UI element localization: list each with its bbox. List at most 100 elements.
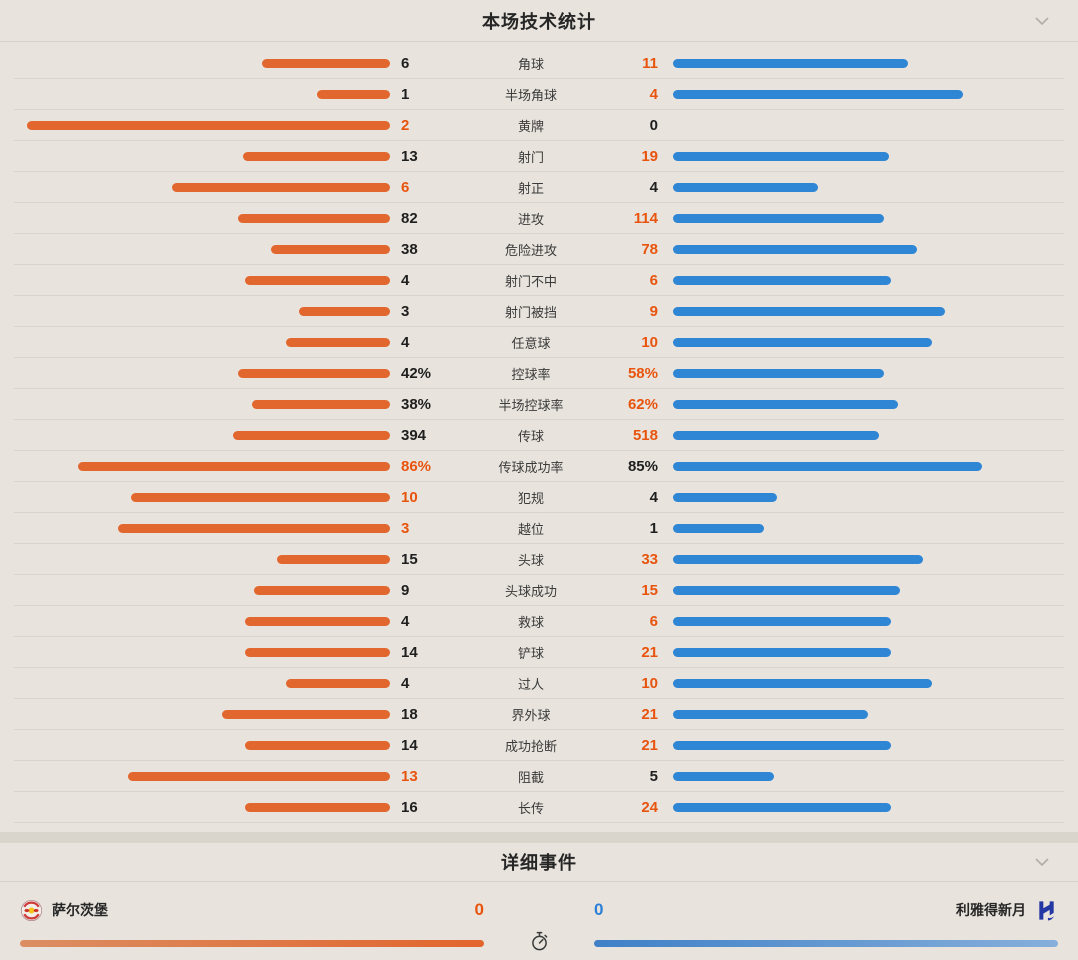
away-bar bbox=[673, 338, 933, 347]
stat-label: 射门不中 bbox=[504, 274, 557, 289]
away-team-logo bbox=[1035, 899, 1058, 922]
stopwatch-wrap bbox=[484, 930, 594, 957]
home-value: 394 bbox=[401, 427, 427, 444]
home-bar bbox=[27, 121, 390, 130]
stats-rows: 6 角球 11 1 半场角球 4 2 黄牌 0 13 射门 19 6 射正 4 82 进攻 114 38 危险进攻 78… bbox=[0, 42, 1078, 832]
home-value: 18 bbox=[401, 706, 418, 723]
stat-label: 过人 bbox=[517, 677, 544, 692]
home-bar-area bbox=[27, 617, 390, 626]
home-bar-area bbox=[27, 493, 390, 502]
home-value: 2 bbox=[401, 117, 410, 134]
home-value: 42% bbox=[401, 365, 432, 382]
away-bar-area bbox=[673, 462, 1036, 471]
home-bar-area bbox=[27, 803, 390, 812]
home-bar bbox=[253, 586, 390, 595]
stat-row: 2 黄牌 0 bbox=[0, 110, 1078, 141]
stopwatch-icon bbox=[529, 930, 550, 957]
stat-label: 危险进攻 bbox=[504, 243, 557, 258]
away-bar-area bbox=[673, 586, 1036, 595]
home-bar bbox=[172, 183, 390, 192]
stat-label: 控球率 bbox=[511, 367, 551, 382]
away-bar bbox=[673, 276, 891, 285]
away-value: 19 bbox=[641, 148, 658, 165]
home-bar bbox=[117, 524, 390, 533]
home-team-name: 萨尔茨堡 bbox=[52, 902, 108, 918]
stats-panel-header: 本场技术统计 bbox=[0, 0, 1078, 42]
stat-label: 救球 bbox=[517, 615, 544, 630]
home-bar-area bbox=[27, 586, 390, 595]
home-bar bbox=[271, 245, 390, 254]
away-value: 518 bbox=[632, 427, 658, 444]
home-value: 3 bbox=[401, 520, 410, 537]
away-bar bbox=[673, 648, 891, 657]
away-bar-area bbox=[673, 152, 1036, 161]
stat-row: 394 传球 518 bbox=[0, 420, 1078, 451]
home-bar bbox=[244, 803, 390, 812]
away-value: 33 bbox=[641, 551, 658, 568]
home-bar-area bbox=[27, 214, 390, 223]
stat-row: 6 角球 11 bbox=[0, 48, 1078, 79]
stat-label: 传球成功率 bbox=[498, 460, 564, 475]
away-value: 11 bbox=[642, 55, 658, 72]
away-bar-area bbox=[673, 431, 1036, 440]
away-value: 85% bbox=[627, 458, 658, 475]
home-bar bbox=[276, 555, 390, 564]
stat-row: 9 头球成功 15 bbox=[0, 575, 1078, 606]
timeline-row bbox=[0, 930, 1078, 957]
home-value: 4 bbox=[401, 675, 410, 692]
home-bar-area bbox=[27, 152, 390, 161]
home-bar-area bbox=[27, 462, 390, 471]
home-value: 13 bbox=[401, 768, 418, 785]
stat-row: 4 过人 10 bbox=[0, 668, 1078, 699]
away-value: 24 bbox=[641, 799, 658, 816]
stat-row: 42% 控球率 58% bbox=[0, 358, 1078, 389]
away-value: 6 bbox=[649, 613, 658, 630]
home-bar-area bbox=[27, 710, 390, 719]
away-value: 78 bbox=[641, 241, 658, 258]
away-team-name: 利雅得新月 bbox=[956, 902, 1026, 918]
stat-label: 头球成功 bbox=[504, 584, 557, 599]
away-timeline-bar bbox=[594, 939, 1058, 947]
home-bar-area bbox=[27, 183, 390, 192]
away-bar bbox=[673, 431, 880, 440]
away-bar bbox=[673, 245, 918, 254]
stat-row: 86% 传球成功率 85% bbox=[0, 451, 1078, 482]
away-bar-area bbox=[673, 276, 1036, 285]
away-value: 1 bbox=[649, 520, 658, 537]
stat-row: 3 越位 1 bbox=[0, 513, 1078, 544]
chevron-down-icon[interactable] bbox=[1034, 855, 1050, 869]
away-bar bbox=[673, 617, 891, 626]
home-value: 10 bbox=[401, 489, 418, 506]
stat-label: 犯规 bbox=[517, 491, 544, 506]
chevron-down-icon[interactable] bbox=[1034, 14, 1050, 28]
home-bar-area bbox=[27, 524, 390, 533]
home-bar-area bbox=[27, 307, 390, 316]
away-bar bbox=[673, 369, 884, 378]
home-value: 13 bbox=[401, 148, 418, 165]
away-bar bbox=[673, 59, 908, 68]
away-bar bbox=[673, 586, 900, 595]
teams-row: 萨尔茨堡 0 0 利雅得新月 bbox=[0, 897, 1078, 923]
home-bar-area bbox=[27, 369, 390, 378]
stat-label: 界外球 bbox=[511, 708, 551, 723]
away-bar bbox=[673, 741, 891, 750]
away-bar-area bbox=[673, 400, 1036, 409]
away-value: 6 bbox=[649, 272, 658, 289]
away-bar bbox=[673, 555, 923, 564]
away-bar-area bbox=[673, 121, 1036, 130]
home-bar-area bbox=[27, 245, 390, 254]
away-value: 4 bbox=[649, 179, 658, 196]
home-bar bbox=[286, 679, 390, 688]
home-bar bbox=[317, 90, 390, 99]
stat-label: 任意球 bbox=[511, 336, 551, 351]
away-value: 58% bbox=[627, 365, 658, 382]
stats-panel: 本场技术统计 6 角球 11 1 半场角球 4 2 黄牌 0 13 射门 19 6 射正 4 82 进攻 114 3… bbox=[0, 0, 1078, 832]
stat-row: 6 射正 4 bbox=[0, 172, 1078, 203]
home-value: 38 bbox=[401, 241, 418, 258]
stat-row: 38 危险进攻 78 bbox=[0, 234, 1078, 265]
away-value: 0 bbox=[649, 117, 658, 134]
home-bar-area bbox=[27, 121, 390, 130]
home-bar bbox=[237, 369, 390, 378]
away-bar bbox=[673, 183, 819, 192]
stat-row: 14 铲球 21 bbox=[0, 637, 1078, 668]
